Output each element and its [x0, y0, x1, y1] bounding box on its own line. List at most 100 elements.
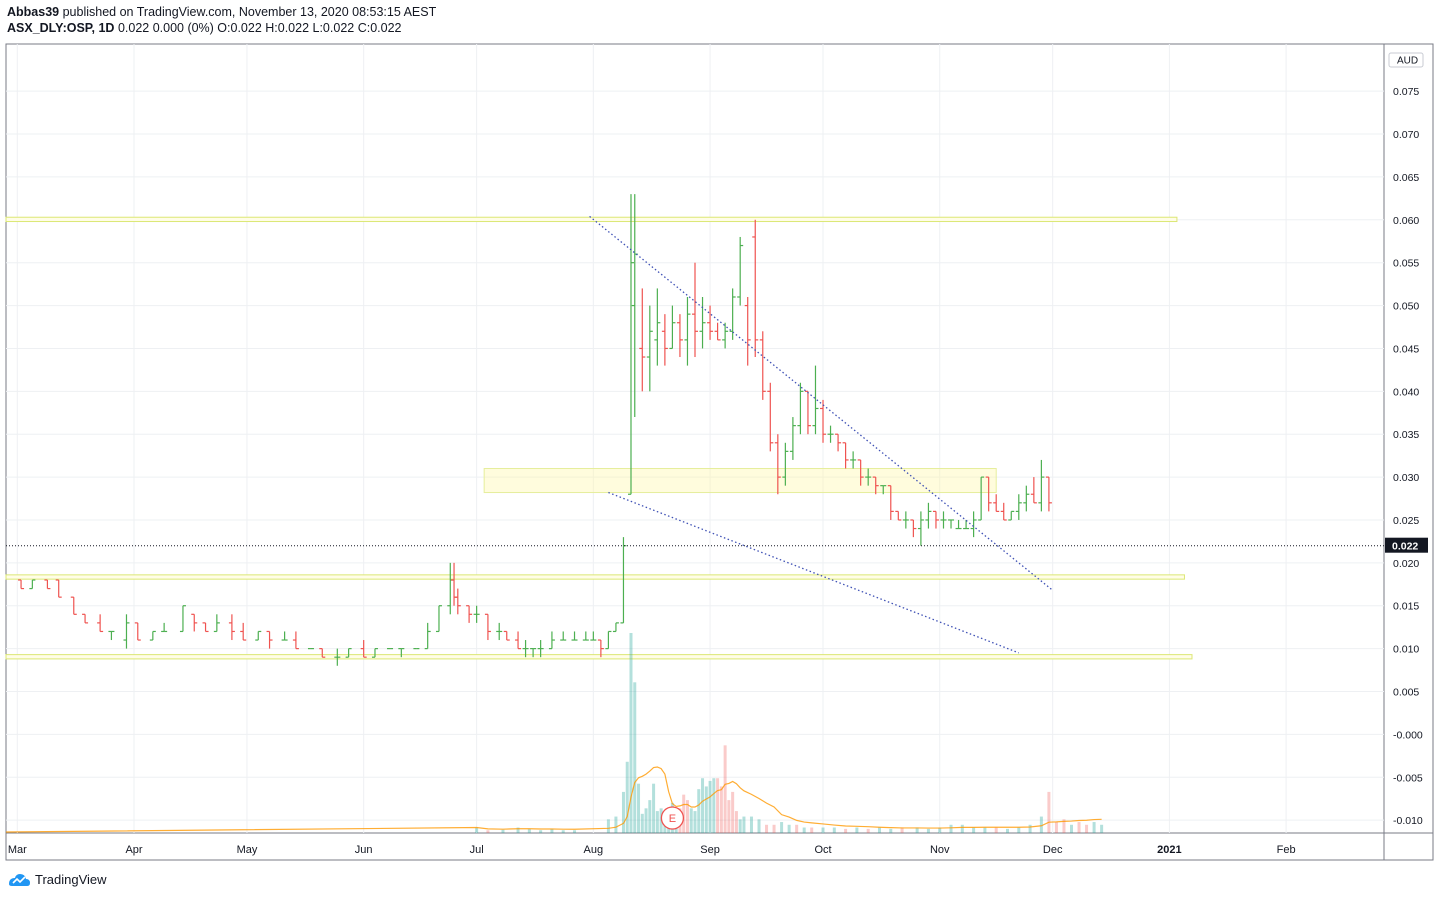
price-tick-label: 0.065 — [1393, 172, 1419, 184]
ohlc-bar — [503, 630, 510, 641]
ohlc-bar — [191, 613, 198, 632]
ohlc-bar — [812, 365, 819, 435]
ohlc-bar — [940, 511, 947, 529]
ohlc-bar — [692, 262, 698, 358]
trendlines[interactable] — [589, 215, 1054, 654]
chart-frame — [5, 43, 1434, 861]
ohlc-bar — [804, 390, 811, 435]
chart-grid — [6, 44, 1384, 833]
time-tick-label: Aug — [584, 844, 604, 856]
volume-bar — [712, 778, 716, 833]
volume-bar — [697, 789, 701, 833]
ohlc-bar — [707, 305, 714, 340]
chart-border — [5, 43, 1434, 861]
ohlc-bar — [522, 640, 529, 658]
volume-bar — [938, 827, 942, 833]
volume-bar — [648, 800, 652, 833]
ohlc-bar — [993, 494, 1000, 512]
volume-bar — [621, 791, 625, 833]
brand-name[interactable]: TradingView — [35, 871, 107, 887]
earnings-marker-label: E — [669, 813, 676, 825]
time-tick-label: Feb — [1277, 844, 1296, 856]
time-tick-label: 2021 — [1157, 844, 1181, 856]
volume-bar — [731, 791, 735, 833]
ohlc-bar — [729, 288, 736, 340]
ohlc-bar — [597, 639, 604, 658]
volume-bar — [640, 813, 644, 833]
volume-bar — [1005, 828, 1009, 833]
volume-bar — [723, 745, 727, 833]
ohlc-bar — [179, 605, 186, 633]
volume-bar — [644, 808, 648, 833]
volume-bar — [685, 800, 689, 833]
ohlc-bar — [684, 296, 691, 366]
author-name[interactable]: Abbas39 — [7, 5, 60, 19]
volume-bar — [614, 816, 618, 833]
price-tick-label: -0.010 — [1393, 815, 1423, 827]
ohlc-bar — [454, 588, 461, 615]
volume-bar — [855, 827, 859, 833]
volume-bar — [780, 822, 784, 833]
volume-bar — [561, 830, 565, 833]
ohlc-bar — [646, 305, 653, 392]
ohlc-bar — [620, 537, 627, 624]
support-resistance-levels[interactable] — [5, 216, 1193, 660]
ohlc-bar — [850, 451, 857, 469]
ohlc-bar — [789, 417, 796, 460]
volume-bar — [832, 827, 836, 833]
ohlc-bar — [948, 519, 955, 529]
price-tick-label: 0.075 — [1393, 86, 1419, 98]
ohlc-bar — [55, 579, 62, 598]
level-band — [5, 574, 1185, 580]
volume-bar — [757, 819, 761, 833]
ohlc-bar — [213, 614, 220, 633]
ohlc-bar — [797, 382, 804, 435]
symbol-label[interactable]: ASX_DLY:OSP, 1D — [7, 21, 115, 35]
ohlc-bar — [424, 622, 431, 650]
volume-bar — [1077, 822, 1081, 833]
ohlc-bar — [70, 596, 77, 615]
ohlc-bar — [639, 288, 646, 392]
volume-bar — [701, 778, 705, 833]
ohlc-bar — [842, 442, 849, 469]
price-tick-label: 0.050 — [1393, 301, 1419, 313]
ohlc-bar — [955, 519, 962, 530]
ohlc-bar — [161, 622, 168, 633]
volume-bar — [915, 827, 919, 833]
ohlc-bar — [466, 605, 473, 623]
ohlc-bar — [582, 631, 589, 641]
ohlc-bar — [515, 631, 522, 650]
ohlc-bar — [759, 331, 766, 400]
volume-bar — [527, 828, 531, 833]
volume-bar — [844, 828, 848, 833]
ohlc-bar — [228, 614, 235, 641]
volume-bar — [516, 827, 520, 833]
volume-bar — [573, 830, 577, 833]
volume-bar — [742, 816, 746, 833]
ohlc-bar — [722, 322, 729, 349]
volume-bar — [972, 827, 976, 833]
ohlc-bar — [872, 476, 879, 495]
price-tick-label: 0.035 — [1393, 429, 1419, 441]
level-band — [5, 216, 1178, 223]
ohlc-bar — [134, 622, 141, 641]
ohlc-bar — [676, 314, 683, 358]
ohlc-bar — [1023, 485, 1030, 512]
ohlc-bar — [484, 613, 491, 641]
ohlc-bar — [827, 425, 834, 443]
ohlc-bar — [970, 511, 977, 538]
price-tick-label: -0.000 — [1393, 729, 1423, 741]
volume-bar — [821, 827, 825, 833]
ohlc-bar — [835, 433, 842, 452]
volume-bar — [960, 824, 964, 833]
volume-bar — [802, 827, 806, 833]
ohlc-bar — [654, 288, 661, 366]
ohlc-bar — [97, 614, 104, 633]
ohlc-bar — [266, 630, 273, 649]
volume-bar — [1100, 824, 1104, 833]
time-tick-label: Jul — [470, 844, 484, 856]
time-axis[interactable]: Mar Apr May Jun Jul Aug Sep Oct Nov Dec 2021 Feb — [8, 844, 1296, 856]
volume-ma-line — [5, 766, 1102, 833]
price-axis[interactable]: 0.075 0.070 0.065 0.060 0.055 0.050 0.045 0.040… — [6, 52, 1428, 827]
